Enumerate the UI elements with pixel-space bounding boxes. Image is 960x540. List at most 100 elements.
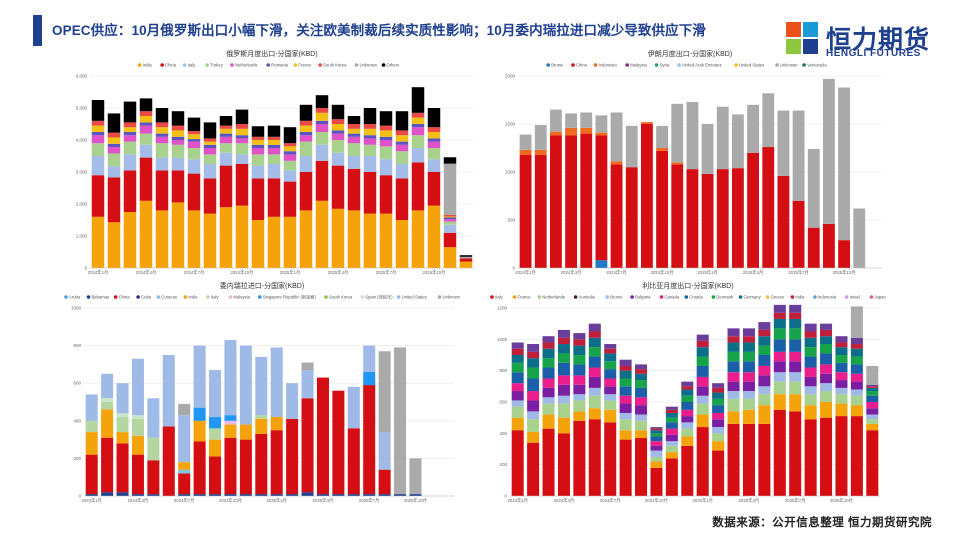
- chart1-bar-segment[interactable]: [838, 87, 850, 241]
- chart1-bar-segment[interactable]: [565, 135, 577, 268]
- chart0-bar-segment[interactable]: [267, 154, 281, 164]
- chart2-bar-segment[interactable]: [316, 377, 329, 495]
- chart0-bar-segment[interactable]: [379, 136, 393, 140]
- chart3-bar-segment[interactable]: [635, 373, 648, 381]
- chart3-bar-segment[interactable]: [727, 351, 740, 362]
- chart3-bar-segment[interactable]: [804, 386, 817, 395]
- chart3-bar-segment[interactable]: [850, 356, 863, 365]
- chart1-bar-segment[interactable]: [519, 134, 532, 150]
- chart3-bar-segment[interactable]: [789, 394, 802, 412]
- chart1-bar-segment[interactable]: [701, 173, 714, 268]
- chart0-legend-item[interactable]: Romania: [266, 63, 289, 68]
- chart2-bar-segment[interactable]: [178, 469, 191, 474]
- chart0-bar-segment[interactable]: [267, 148, 281, 155]
- chart3-bar-segment[interactable]: [650, 427, 663, 429]
- chart3-bar-segment[interactable]: [742, 423, 755, 496]
- chart2-bar-segment[interactable]: [347, 386, 360, 429]
- chart1-bar-segment[interactable]: [656, 150, 668, 268]
- chart3-bar-segment[interactable]: [742, 372, 755, 382]
- chart3-bar-segment[interactable]: [681, 445, 694, 496]
- chart3-bar-segment[interactable]: [542, 342, 555, 349]
- chart0-bar-segment[interactable]: [219, 165, 233, 208]
- chart0-bar-segment[interactable]: [203, 178, 217, 214]
- chart2-bar-segment[interactable]: [162, 426, 175, 496]
- chart0-bar-segment[interactable]: [139, 144, 153, 158]
- chart3-bar-segment[interactable]: [727, 391, 740, 399]
- chart0-bar-segment[interactable]: [299, 120, 313, 126]
- chart3-bar-segment[interactable]: [542, 414, 555, 429]
- chart1-bar-segment[interactable]: [853, 208, 866, 268]
- chart0-bar-segment[interactable]: [235, 109, 249, 124]
- chart0-bar-segment[interactable]: [123, 170, 137, 212]
- chart3-bar-segment[interactable]: [650, 467, 663, 496]
- chart3-bar-segment[interactable]: [835, 403, 848, 417]
- chart1-bar-segment[interactable]: [580, 112, 593, 128]
- chart3-bar-segment[interactable]: [712, 450, 725, 496]
- chart1-bar-segment[interactable]: [777, 175, 790, 268]
- chart2-bar-segment[interactable]: [239, 345, 252, 425]
- chart3-bar-segment[interactable]: [712, 427, 725, 434]
- chart2-bar-segment[interactable]: [116, 413, 129, 418]
- chart0-bar-segment[interactable]: [283, 181, 297, 217]
- chart3-bar-segment[interactable]: [758, 345, 771, 355]
- chart0-bar-segment[interactable]: [363, 156, 377, 172]
- chart3-bar-segment[interactable]: [742, 351, 755, 362]
- chart3-bar-segment[interactable]: [804, 376, 817, 387]
- chart2-legend-item[interactable]: Singapore Republic (新加坡): [258, 294, 316, 301]
- chart0-bar-segment[interactable]: [171, 136, 185, 140]
- chart3-bar-segment[interactable]: [820, 391, 833, 402]
- chart3-bar-segment[interactable]: [681, 416, 694, 423]
- chart0-bar-segment[interactable]: [171, 144, 185, 158]
- chart2-bar-segment[interactable]: [131, 454, 144, 495]
- chart0-bar-segment[interactable]: [187, 141, 201, 148]
- chart2-bar-segment[interactable]: [347, 428, 360, 495]
- chart3-bar-segment[interactable]: [742, 328, 755, 337]
- chart3-bar-segment[interactable]: [727, 381, 740, 392]
- chart3-bar-segment[interactable]: [511, 342, 524, 349]
- chart3-bar-segment[interactable]: [650, 441, 663, 446]
- chart0-bar-segment[interactable]: [395, 144, 409, 152]
- chart3-bar-segment[interactable]: [542, 403, 555, 415]
- chart0-bar-segment[interactable]: [347, 128, 361, 134]
- chart0-bar-segment[interactable]: [219, 143, 233, 153]
- chart0-bar-segment[interactable]: [91, 132, 105, 136]
- chart3-bar-segment[interactable]: [557, 329, 570, 338]
- chart3-bar-segment[interactable]: [557, 403, 570, 418]
- chart0-bar-segment[interactable]: [331, 165, 345, 209]
- chart1-bar-segment[interactable]: [656, 148, 668, 151]
- chart1-legend-item[interactable]: Brunei: [546, 63, 563, 68]
- chart0-bar-segment[interactable]: [155, 210, 169, 268]
- chart0-bar-segment[interactable]: [379, 175, 393, 214]
- chart3-bar-segment[interactable]: [681, 381, 694, 387]
- chart2-bar-segment[interactable]: [193, 407, 206, 421]
- chart3-bar-segment[interactable]: [866, 408, 879, 415]
- chart2-bar-segment[interactable]: [301, 492, 314, 496]
- chart0-bar-segment[interactable]: [107, 166, 121, 178]
- chart0-bar-segment[interactable]: [123, 141, 137, 155]
- chart3-bar-segment[interactable]: [804, 356, 817, 368]
- chart2-bar-segment[interactable]: [332, 494, 345, 496]
- chart0-bar-segment[interactable]: [331, 119, 345, 124]
- chart3-bar-segment[interactable]: [650, 436, 663, 442]
- chart2-bar-segment[interactable]: [178, 462, 191, 470]
- chart2-bar-segment[interactable]: [131, 358, 144, 416]
- chart3-bar-segment[interactable]: [696, 334, 709, 341]
- chart3-bar-segment[interactable]: [820, 329, 833, 337]
- chart3-bar-segment[interactable]: [773, 409, 786, 496]
- chart3-bar-segment[interactable]: [557, 337, 570, 345]
- chart3-bar-segment[interactable]: [650, 445, 663, 451]
- chart3-bar-segment[interactable]: [696, 414, 709, 428]
- chart0-bar-segment[interactable]: [443, 221, 457, 225]
- chart3-legend-item[interactable]: Netherlands: [537, 295, 565, 300]
- chart2-bar-segment[interactable]: [116, 492, 129, 496]
- chart3-bar-segment[interactable]: [712, 412, 725, 420]
- chart0-legend-item[interactable]: Netherlands: [230, 63, 258, 68]
- chart0-bar-segment[interactable]: [299, 135, 313, 142]
- chart3-bar-segment[interactable]: [696, 427, 709, 496]
- chart0-bar-segment[interactable]: [283, 143, 297, 147]
- chart0-bar-segment[interactable]: [443, 163, 457, 215]
- chart0-bar-segment[interactable]: [411, 210, 425, 268]
- chart2-bar-segment[interactable]: [101, 402, 114, 410]
- chart0-bar-segment[interactable]: [235, 128, 249, 136]
- chart3-legend-item[interactable]: Denmark: [711, 295, 735, 300]
